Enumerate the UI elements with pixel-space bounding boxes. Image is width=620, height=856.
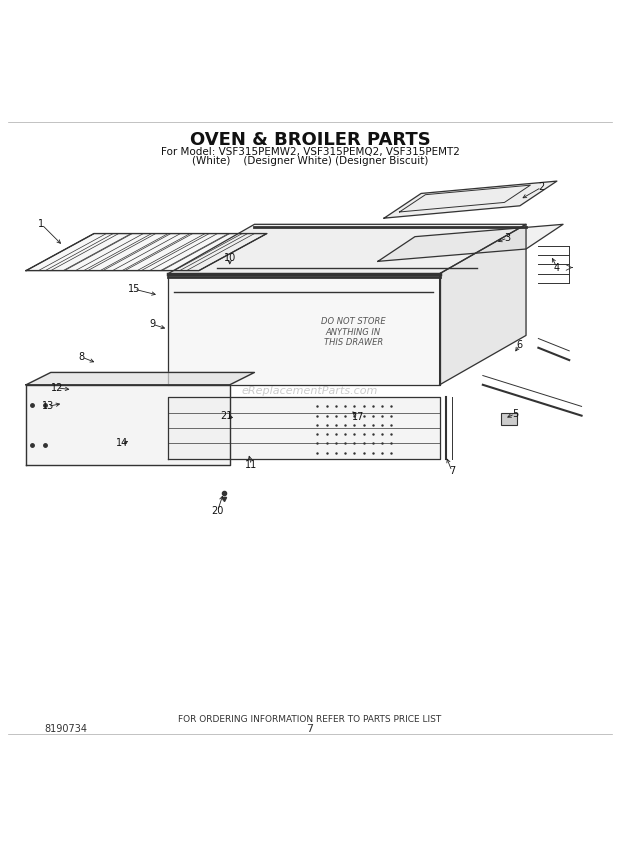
Text: 2: 2 <box>538 182 544 193</box>
Text: 9: 9 <box>149 319 156 330</box>
Text: (White)    (Designer White) (Designer Biscuit): (White) (Designer White) (Designer Biscu… <box>192 156 428 166</box>
Text: For Model: VSF315PEMW2, VSF315PEMQ2, VSF315PEMT2: For Model: VSF315PEMW2, VSF315PEMQ2, VSF… <box>161 147 459 158</box>
Polygon shape <box>384 181 557 218</box>
Text: 14: 14 <box>115 438 128 449</box>
Text: 1: 1 <box>38 219 45 229</box>
Text: 4: 4 <box>554 263 560 272</box>
Text: 20: 20 <box>211 507 224 516</box>
Text: 7: 7 <box>449 467 455 476</box>
Text: 17: 17 <box>352 412 365 422</box>
Text: 21: 21 <box>221 411 233 420</box>
Text: 8: 8 <box>79 352 85 362</box>
Polygon shape <box>26 372 254 385</box>
Text: 13: 13 <box>42 401 54 412</box>
Polygon shape <box>440 224 526 385</box>
Text: OVEN & BROILER PARTS: OVEN & BROILER PARTS <box>190 131 430 150</box>
Polygon shape <box>378 224 563 261</box>
Text: DO NOT STORE
ANYTHING IN
THIS DRAWER: DO NOT STORE ANYTHING IN THIS DRAWER <box>321 318 386 348</box>
Text: eReplacementParts.com: eReplacementParts.com <box>242 386 378 396</box>
Polygon shape <box>26 234 267 270</box>
Polygon shape <box>26 385 230 465</box>
Text: 5: 5 <box>512 409 518 419</box>
Text: 12: 12 <box>51 383 63 393</box>
Text: 3: 3 <box>505 233 511 243</box>
Text: 11: 11 <box>246 460 257 470</box>
Text: 6: 6 <box>517 340 523 349</box>
Polygon shape <box>168 274 440 385</box>
Polygon shape <box>168 397 440 459</box>
Text: 7: 7 <box>306 724 314 734</box>
Text: 8190734: 8190734 <box>45 724 87 734</box>
Text: 15: 15 <box>128 284 140 294</box>
Text: 10: 10 <box>224 253 236 264</box>
Polygon shape <box>168 224 526 274</box>
Bar <box>502 413 516 425</box>
Text: FOR ORDERING INFORMATION REFER TO PARTS PRICE LIST: FOR ORDERING INFORMATION REFER TO PARTS … <box>179 715 441 724</box>
